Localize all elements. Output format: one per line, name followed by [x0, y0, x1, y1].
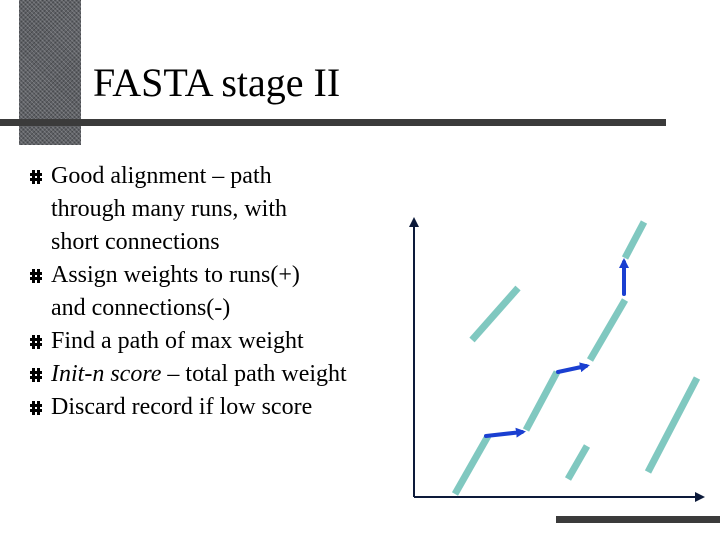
slide-title: FASTA stage II	[93, 60, 341, 105]
run-segment	[469, 285, 521, 343]
hash-bullet-icon	[30, 401, 42, 415]
bullet-text: Good alignment – path through many runs,…	[51, 163, 287, 255]
run-segment	[621, 220, 648, 260]
title-divider-rule	[0, 119, 666, 126]
bullet-emphasis-text: Init-n score	[51, 361, 162, 387]
run-segment	[586, 298, 629, 362]
run-segment	[644, 376, 701, 474]
bullet-item: Discard record if low score	[30, 391, 420, 424]
bullet-text: Discard record if low score	[51, 394, 313, 420]
bullet-list: Good alignment – path through many runs,…	[30, 160, 420, 424]
hash-bullet-icon	[30, 335, 42, 349]
hash-bullet-icon	[30, 368, 42, 382]
bullet-item: Init-n score – total path weight	[30, 358, 420, 391]
alignment-path-diagram	[409, 217, 705, 502]
bullet-item: Find a path of max weight	[30, 325, 420, 358]
hash-bullet-icon	[30, 269, 42, 283]
connection-arrow-icon	[556, 362, 590, 374]
bullet-text: Find a path of max weight	[51, 328, 304, 354]
run-segment	[522, 370, 561, 432]
run-segment	[564, 444, 591, 481]
connection-arrow-icon	[484, 427, 526, 438]
bullet-text: Assign weights to runs(+) and connection…	[51, 262, 300, 321]
bullet-item: Good alignment – path through many runs,…	[30, 160, 420, 259]
bullet-text: – total path weight	[161, 361, 347, 387]
run-segment	[451, 434, 492, 496]
hash-bullet-icon	[30, 170, 42, 184]
footer-rule	[556, 516, 720, 523]
bullet-item: Assign weights to runs(+) and connection…	[30, 259, 420, 325]
